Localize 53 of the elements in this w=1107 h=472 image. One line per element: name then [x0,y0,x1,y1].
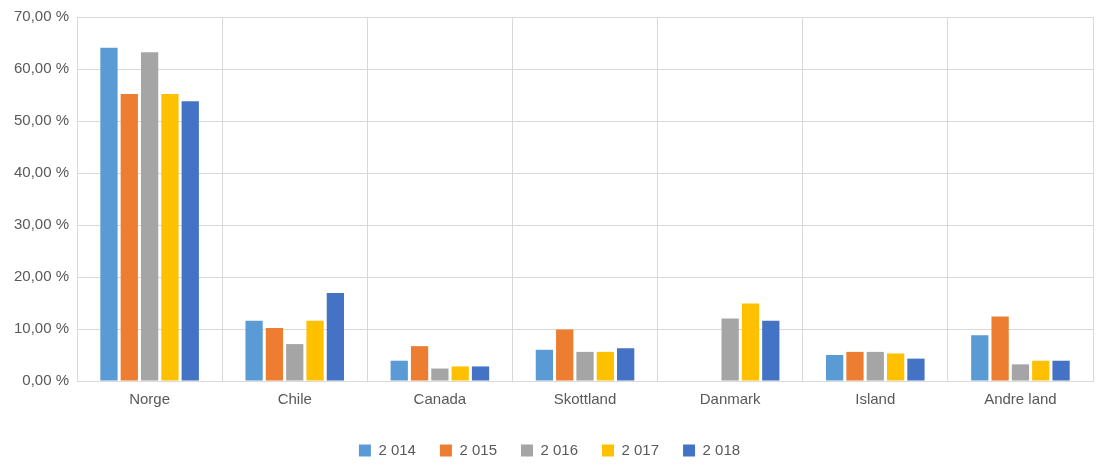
bar [1052,360,1070,381]
x-tick-label: Andre land [984,390,1057,408]
x-tick-label: Canada [413,390,467,408]
bar [617,348,635,381]
bar [826,355,844,381]
y-tick-label: 10,00 % [13,319,70,337]
bar [140,52,159,381]
legend-label: 2 016 [540,440,579,458]
y-tick-label: 40,00 % [13,163,70,181]
bar [971,335,989,381]
bar [245,320,263,381]
bar [306,320,324,381]
legend-label: 2 018 [702,440,741,458]
y-tick-label: 0,00 % [22,371,70,389]
bar [596,351,614,381]
bar [991,316,1009,381]
bar [866,351,884,381]
bar [100,47,118,381]
bar [535,349,554,381]
bar [181,101,199,381]
legend-label: 2 014 [378,440,416,458]
bar [265,327,284,381]
x-tick-label: Island [855,390,896,408]
bar [762,320,780,381]
bar [431,368,449,381]
bar [886,353,905,381]
y-tick-label: 50,00 % [13,111,70,129]
bar [576,351,594,381]
bar [1011,364,1030,381]
bar [120,93,138,381]
bar [286,344,304,381]
bar [556,329,574,381]
x-tick-label: Norge [129,390,171,408]
x-tick-label: Skottland [553,390,617,408]
y-tick-label: 30,00 % [13,215,70,233]
y-tick-label: 20,00 % [13,267,70,285]
bar [721,318,739,381]
bar [451,366,469,381]
y-tick-label: 60,00 % [13,59,70,77]
y-tick-label: 70,00 % [13,7,70,25]
bar [907,358,925,381]
bar [326,293,345,381]
x-tick-label: Danmark [699,390,762,408]
x-tick-label: Chile [277,390,312,408]
bar [846,351,864,381]
bar [161,93,179,381]
legend-label: 2 017 [621,440,660,458]
bar [741,303,760,381]
bar [471,366,490,381]
bar [1032,360,1050,381]
bar [390,360,408,381]
bar [410,346,429,381]
legend-label: 2 015 [459,440,497,458]
